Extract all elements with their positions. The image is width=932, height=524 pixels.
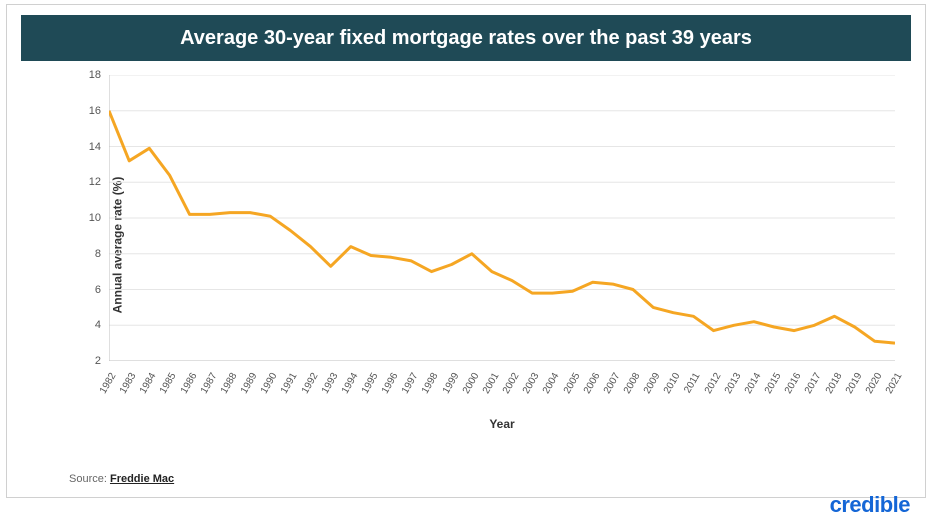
y-tick-label: 16 [89,105,101,117]
x-ticks: 1982198319841985198619871988198919901991… [109,365,895,415]
x-tick-label: 2010 [662,371,683,396]
x-tick-label: 2005 [561,371,582,396]
x-tick-label: 2012 [702,371,723,396]
y-tick-label: 10 [89,212,101,224]
x-tick-label: 1983 [118,371,139,396]
x-tick-label: 1988 [219,371,240,396]
plot-area: Year [109,75,895,361]
x-tick-label: 1992 [299,371,320,396]
x-tick-label: 1993 [320,371,341,396]
x-tick-label: 1984 [138,371,159,396]
plot-wrap: Annual average rate (%) 24681012141618 Y… [71,75,895,415]
source-prefix: Source: [69,473,110,485]
gridlines [109,75,895,361]
x-axis-label: Year [489,417,514,431]
y-ticks: 24681012141618 [71,75,105,361]
y-tick-label: 4 [95,319,101,331]
x-tick-label: 2009 [642,371,663,396]
x-tick-label: 1998 [420,371,441,396]
x-tick-label: 2007 [602,371,623,396]
x-tick-label: 1996 [380,371,401,396]
chart-title: Average 30-year fixed mortgage rates ove… [21,15,911,61]
x-tick-label: 1986 [178,371,199,396]
x-tick-label: 2000 [461,371,482,396]
x-tick-label: 1991 [279,371,300,396]
x-tick-label: 2017 [803,371,824,396]
x-tick-label: 1997 [400,371,421,396]
x-tick-label: 2021 [884,371,905,396]
x-tick-label: 1985 [158,371,179,396]
data-line [109,111,895,343]
x-tick-label: 2013 [723,371,744,396]
x-tick-label: 2020 [864,371,885,396]
chart-svg [109,75,895,361]
x-tick-label: 2015 [763,371,784,396]
y-tick-label: 6 [95,284,101,296]
source-link[interactable]: Freddie Mac [110,473,174,485]
x-tick-label: 1995 [360,371,381,396]
x-tick-label: 2008 [622,371,643,396]
brand-logo: credible [830,492,910,518]
chart-frame: Average 30-year fixed mortgage rates ove… [6,4,926,498]
x-tick-label: 2006 [582,371,603,396]
x-tick-label: 2003 [521,371,542,396]
y-tick-label: 12 [89,176,101,188]
y-tick-label: 18 [89,69,101,81]
x-tick-label: 1989 [239,371,260,396]
y-tick-label: 2 [95,355,101,367]
x-tick-label: 2019 [844,371,865,396]
x-tick-label: 2011 [683,371,703,395]
x-tick-label: 1982 [98,371,119,396]
x-tick-label: 2016 [783,371,804,396]
x-tick-label: 1994 [340,371,361,396]
x-tick-label: 1999 [440,371,461,396]
chart-title-text: Average 30-year fixed mortgage rates ove… [180,27,752,50]
y-tick-label: 8 [95,248,101,260]
x-tick-label: 1990 [259,371,280,396]
source-attribution: Source: Freddie Mac [69,473,174,485]
x-tick-label: 1987 [199,371,220,396]
x-tick-label: 2001 [481,371,502,396]
x-tick-label: 2018 [823,371,844,396]
x-tick-label: 2002 [501,371,522,396]
y-tick-label: 14 [89,141,101,153]
x-tick-label: 2014 [743,371,764,396]
x-tick-label: 2004 [541,371,562,396]
